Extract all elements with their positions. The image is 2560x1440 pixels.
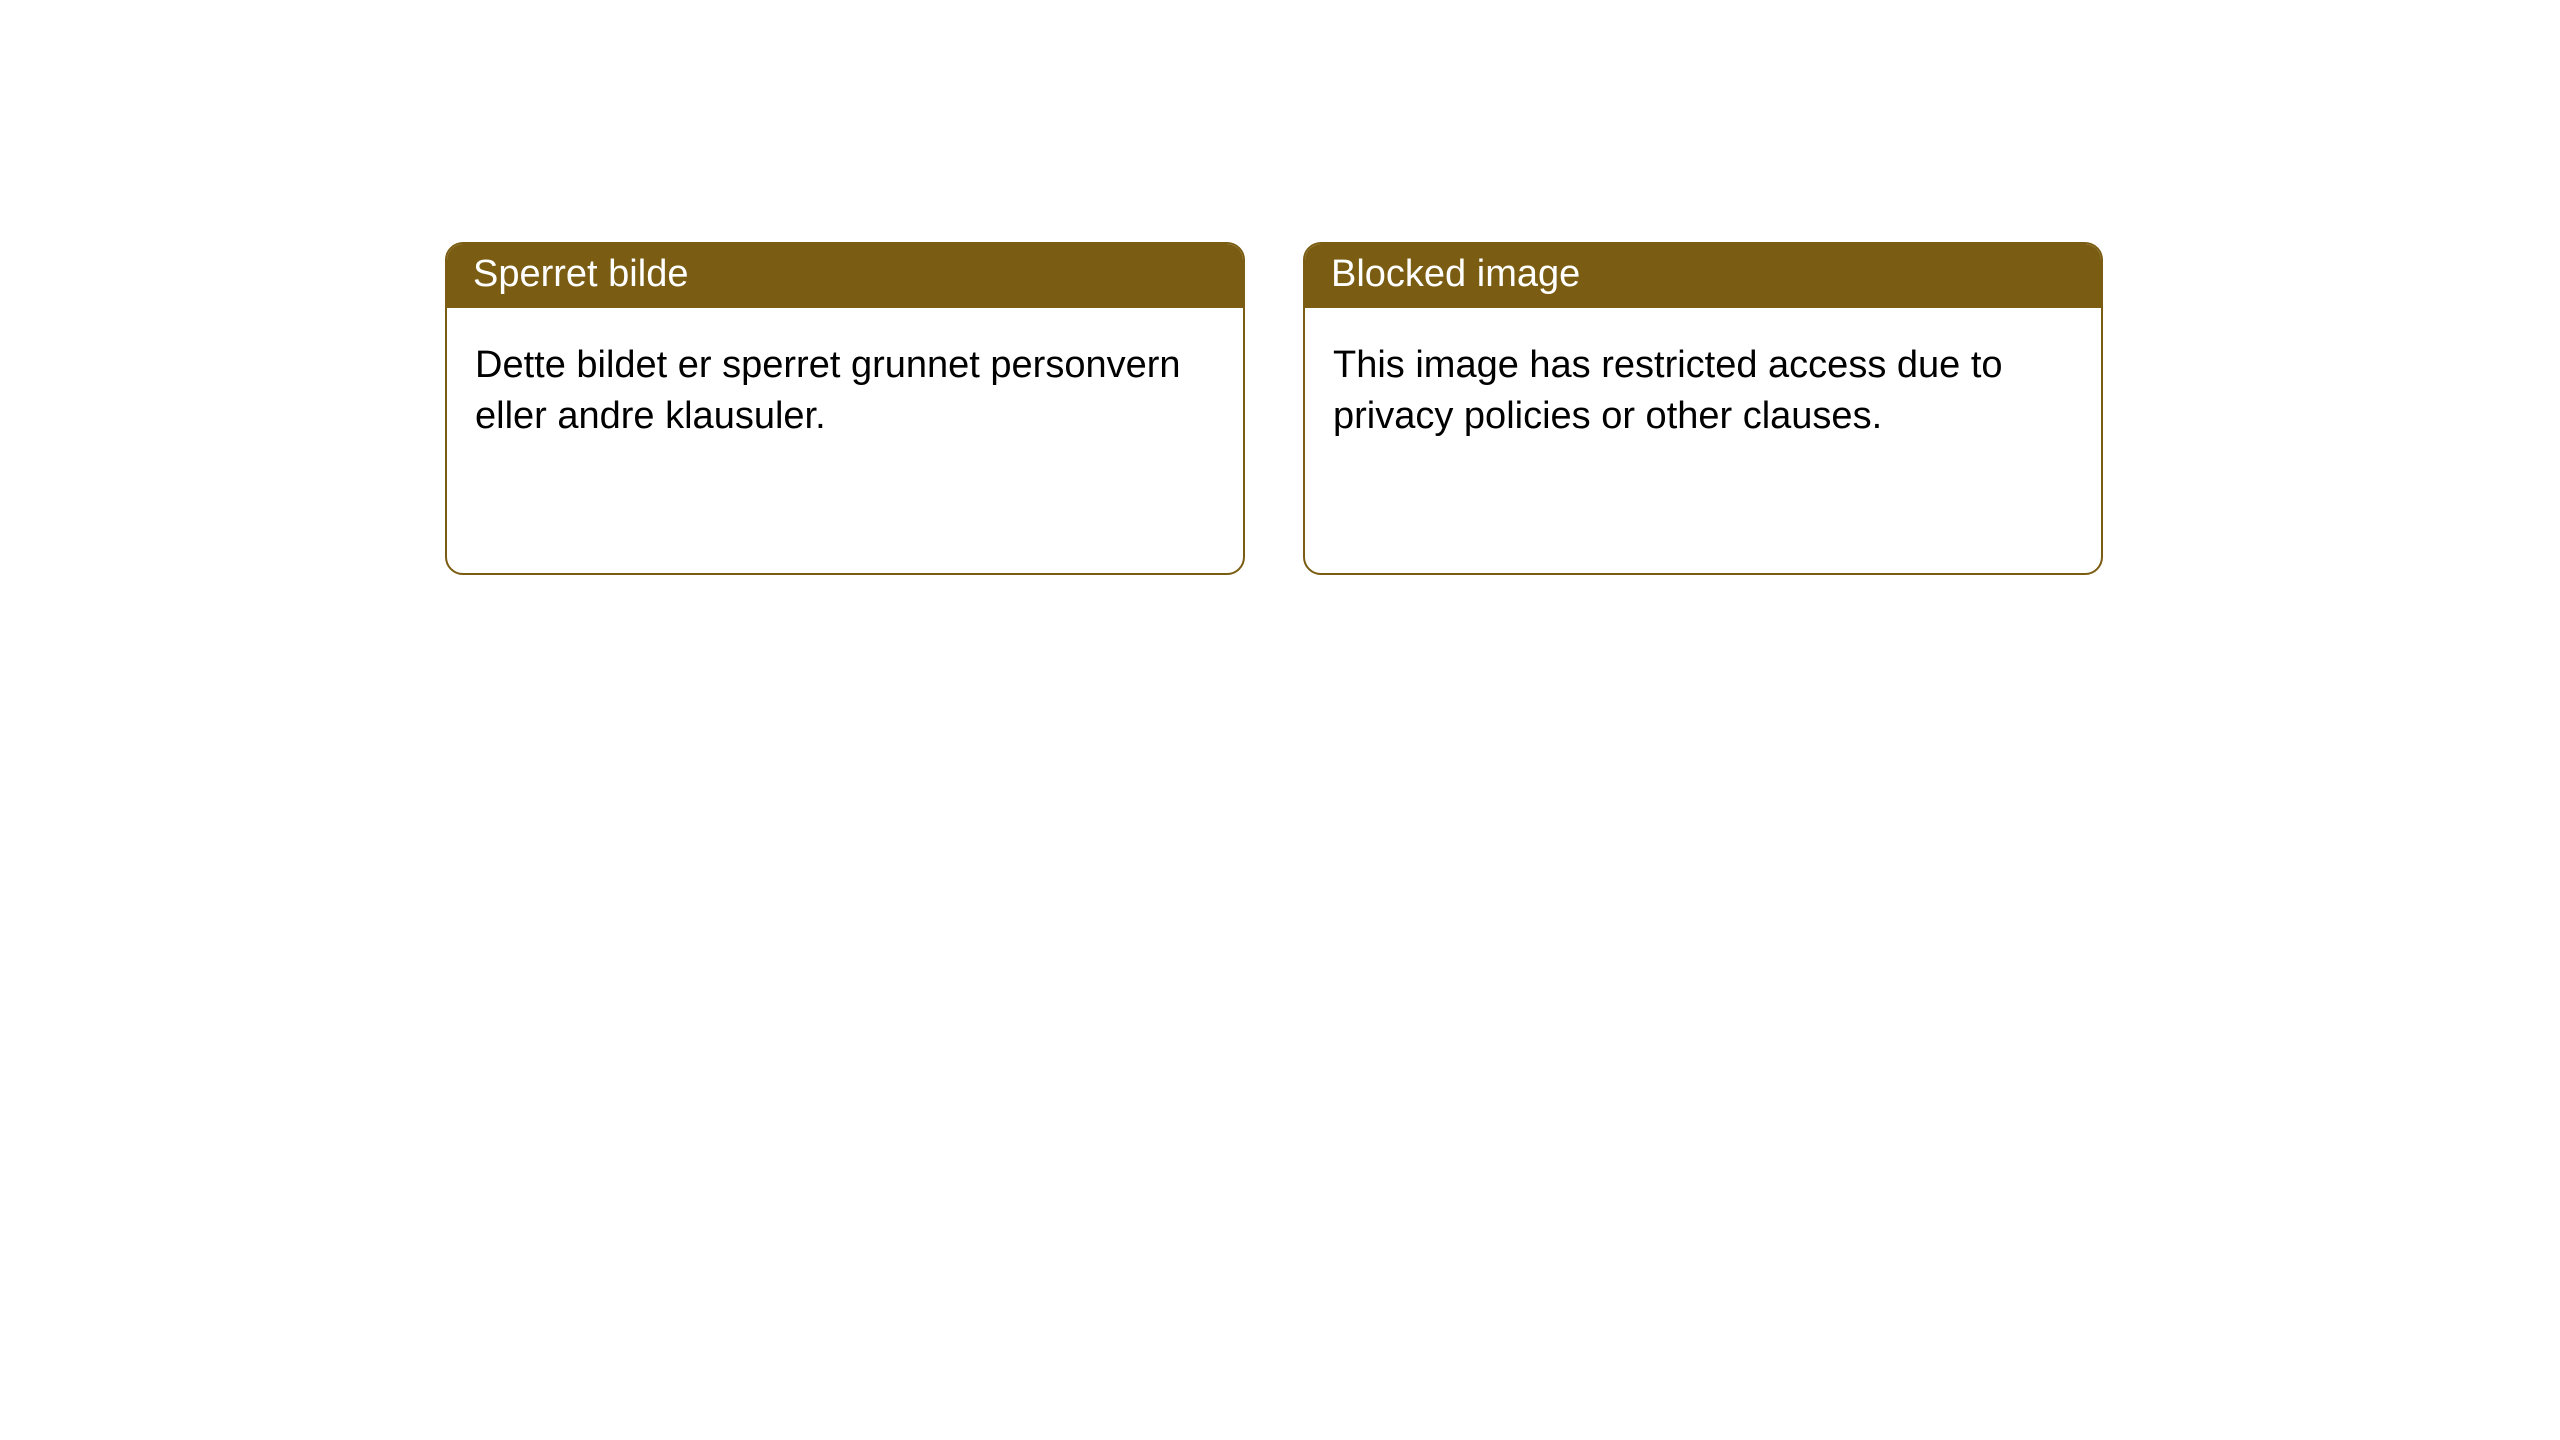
card-title: Blocked image	[1331, 253, 1580, 295]
card-body-text: This image has restricted access due to …	[1333, 344, 2003, 437]
card-header: Sperret bilde	[447, 244, 1243, 308]
card-body: This image has restricted access due to …	[1305, 308, 2101, 471]
blocked-image-card-norwegian: Sperret bilde Dette bildet er sperret gr…	[445, 242, 1245, 575]
card-body-text: Dette bildet er sperret grunnet personve…	[475, 344, 1181, 437]
cards-container: Sperret bilde Dette bildet er sperret gr…	[0, 0, 2560, 575]
blocked-image-card-english: Blocked image This image has restricted …	[1303, 242, 2103, 575]
card-header: Blocked image	[1305, 244, 2101, 308]
card-title: Sperret bilde	[473, 253, 688, 295]
card-body: Dette bildet er sperret grunnet personve…	[447, 308, 1243, 471]
